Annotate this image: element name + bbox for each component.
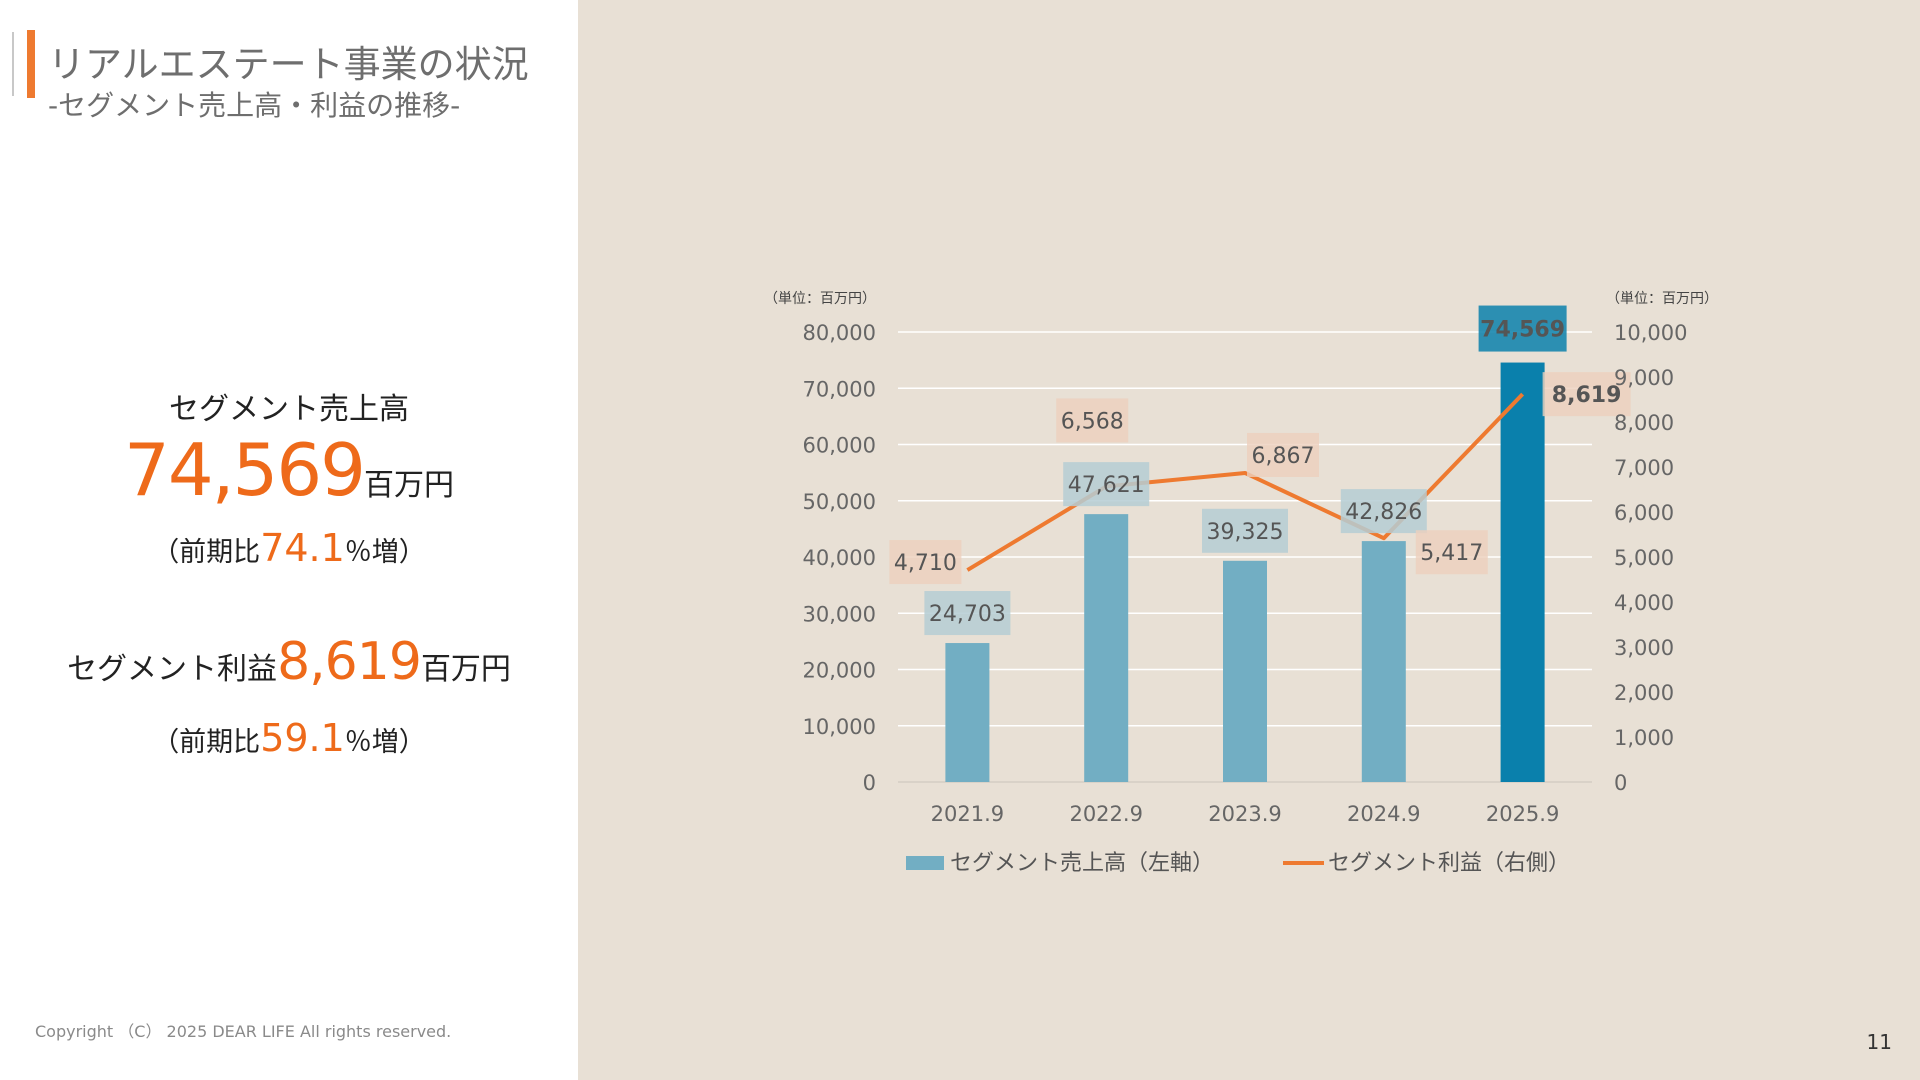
profit-growth-suffix: ％増） xyxy=(344,727,426,758)
bar xyxy=(1361,541,1406,782)
bar xyxy=(1500,362,1545,782)
bar xyxy=(1223,560,1267,782)
profit-growth-line: （前期比59.1％増） xyxy=(0,716,578,760)
sales-value-line: 74,569百万円 xyxy=(0,428,578,512)
bar-data-label-bg xyxy=(924,591,1011,636)
line-data-label-text: 5,417 xyxy=(1420,541,1483,566)
bar-data-label: 42,826 xyxy=(1340,489,1427,534)
line-data-label-text: 8,619 xyxy=(1552,383,1622,408)
bar-data-label-text: 42,826 xyxy=(1345,500,1422,525)
profit-label: セグメント利益 xyxy=(67,652,278,687)
bar-data-label: 74,569 xyxy=(1478,305,1567,352)
line-data-label-text: 6,568 xyxy=(1061,409,1124,434)
left-tick-label: 60,000 xyxy=(803,434,876,458)
bar-data-label-bg xyxy=(1202,508,1288,553)
bar-layer xyxy=(945,362,1545,782)
right-tick-label: 3,000 xyxy=(1614,636,1674,660)
left-tick-label: 80,000 xyxy=(803,321,876,345)
left-tick-label: 40,000 xyxy=(803,546,876,570)
right-tick-label: 6,000 xyxy=(1614,501,1674,525)
left-tick-label: 30,000 xyxy=(803,602,876,626)
profit-line xyxy=(966,392,1525,572)
left-tick-label: 0 xyxy=(863,771,876,795)
title-accent-line xyxy=(12,32,14,96)
sales-label: セグメント売上高 xyxy=(169,392,409,427)
bar-data-label-text: 24,703 xyxy=(929,602,1006,627)
line-data-label-text: 6,867 xyxy=(1252,444,1315,469)
bar-data-label: 39,325 xyxy=(1202,508,1288,553)
right-tick-label: 10,000 xyxy=(1614,321,1687,345)
legend-bar-swatch xyxy=(906,856,944,870)
right-tick-label: 5,000 xyxy=(1614,546,1674,570)
line-data-label-text: 4,710 xyxy=(894,551,957,576)
right-tick-label: 2,000 xyxy=(1614,681,1674,705)
line-data-label-bg xyxy=(1056,398,1129,443)
sales-growth-prefix: （前期比 xyxy=(152,537,261,568)
bar-data-label-text: 47,621 xyxy=(1068,473,1145,498)
line-data-label-bg xyxy=(1247,432,1319,477)
bar-data-label-bg xyxy=(1063,462,1150,507)
line-data-label: 6,867 xyxy=(1247,432,1319,477)
category-label: 2023.9 xyxy=(1208,802,1281,826)
label-layer: 24,703 47,621 39,325 42,826 74,569 4,710 6,568… xyxy=(889,305,1631,636)
left-tick-label: 70,000 xyxy=(803,377,876,401)
left-panel: リアルエステート事業の状況 -セグメント売上高・利益の推移- セグメント売上高 … xyxy=(0,0,578,1080)
line-layer xyxy=(966,392,1525,572)
bar-data-label-text: 74,569 xyxy=(1480,318,1565,343)
left-tick-label: 10,000 xyxy=(803,715,876,739)
left-tick-label: 50,000 xyxy=(803,490,876,514)
sales-value: 74,569 xyxy=(124,428,366,512)
bar xyxy=(945,643,990,782)
sales-growth-value: 74.1 xyxy=(260,526,345,570)
line-data-label-bg xyxy=(1415,530,1488,575)
right-tick-label: 8,000 xyxy=(1614,411,1674,435)
profit-value: 8,619 xyxy=(277,632,422,692)
page-number: 11 xyxy=(1866,1030,1892,1054)
right-tick-label: 0 xyxy=(1614,771,1627,795)
page-title: リアルエステート事業の状況 xyxy=(48,43,529,86)
bar-data-label-bg xyxy=(1340,489,1427,534)
copyright: Copyright （C） 2025 DEAR LIFE All rights … xyxy=(35,1022,452,1041)
legend-layer: セグメント売上高（左軸） セグメント利益（右側） xyxy=(906,851,1570,876)
category-label: 2022.9 xyxy=(1069,802,1142,826)
right-tick-label: 4,000 xyxy=(1614,591,1674,615)
category-label: 2025.9 xyxy=(1486,802,1559,826)
right-tick-label: 7,000 xyxy=(1614,456,1674,480)
left-axis-unit: （単位：百万円） xyxy=(764,291,876,307)
page-subtitle: -セグメント売上高・利益の推移- xyxy=(48,89,461,122)
line-data-label: 8,619 xyxy=(1542,372,1631,417)
bar xyxy=(1084,514,1129,782)
sales-unit: 百万円 xyxy=(363,468,454,503)
right-tick-label: 9,000 xyxy=(1614,366,1674,390)
profit-growth-value: 59.1 xyxy=(260,716,345,760)
profit-unit: 百万円 xyxy=(420,652,511,687)
line-data-label: 4,710 xyxy=(889,540,962,585)
bar-data-label-text: 39,325 xyxy=(1207,520,1284,545)
line-data-label: 6,568 xyxy=(1056,398,1129,443)
bar-data-label: 47,621 xyxy=(1063,462,1150,507)
left-tick-label: 20,000 xyxy=(803,659,876,683)
category-label: 2024.9 xyxy=(1347,802,1420,826)
sales-growth-line: （前期比74.1％増） xyxy=(0,526,578,570)
bar-data-label: 24,703 xyxy=(924,591,1011,636)
profit-growth-prefix: （前期比 xyxy=(152,727,261,758)
profit-line: セグメント利益8,619百万円 xyxy=(0,632,578,692)
category-label: 2021.9 xyxy=(931,802,1004,826)
legend-bar-text: セグメント売上高（左軸） xyxy=(950,851,1214,876)
sales-growth-suffix: ％増） xyxy=(344,537,426,568)
bar-data-label-bg xyxy=(1478,305,1567,352)
title-accent-bar xyxy=(27,30,35,98)
line-data-label: 5,417 xyxy=(1415,530,1488,575)
right-tick-label: 1,000 xyxy=(1614,726,1674,750)
line-data-label-bg xyxy=(1542,372,1631,417)
right-axis-unit: （単位：百万円） xyxy=(1606,291,1718,307)
axis-layer: 0 10,000 20,000 30,000 40,000 50,000 60,000 70,… xyxy=(764,291,1718,826)
legend-line-text: セグメント利益（右側） xyxy=(1328,851,1570,876)
line-data-label-bg xyxy=(889,540,962,585)
